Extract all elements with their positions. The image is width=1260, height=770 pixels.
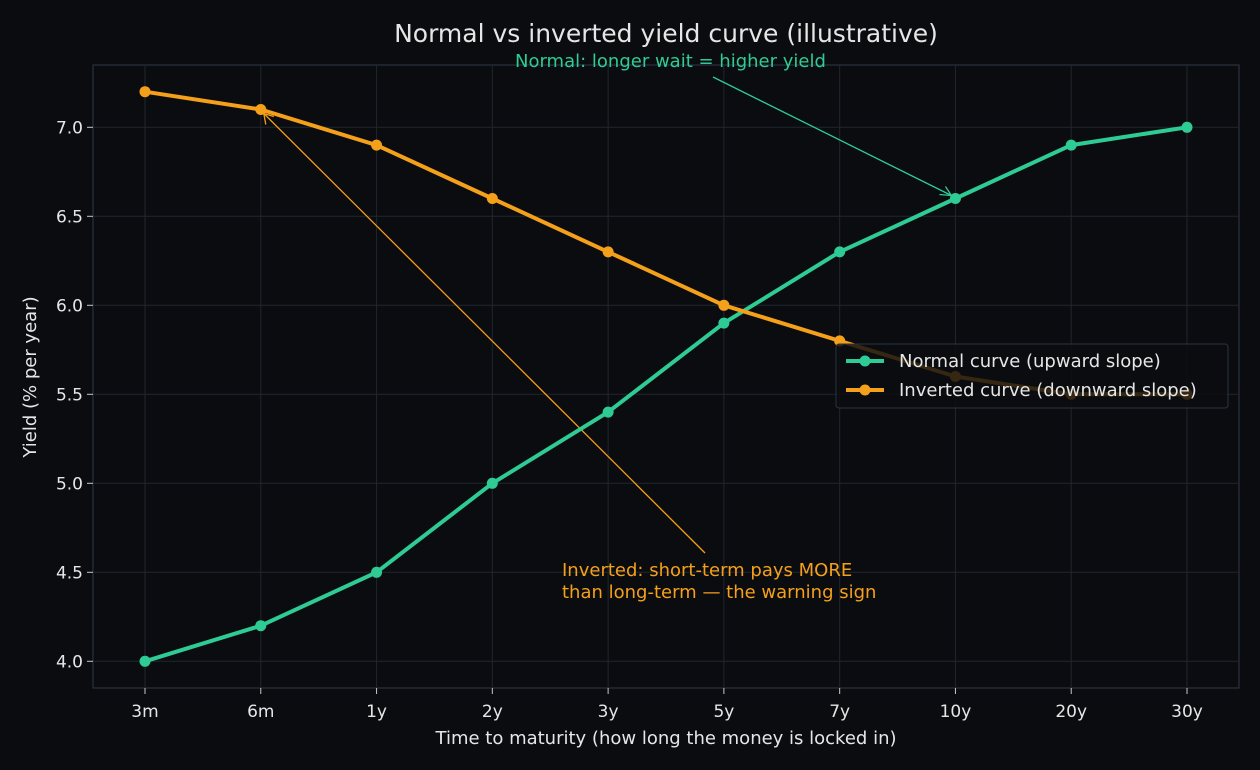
legend-swatch-marker [859,355,871,367]
series-0-point [371,566,383,578]
series-1-point [255,104,267,115]
series-0-point [255,620,267,632]
normal-annotation-arrowhead [939,186,952,197]
normal-annotation-arrow [712,76,952,197]
legend-entry-label: Normal curve (upward slope) [899,351,1161,372]
series-0-point [486,477,498,489]
series-0-point [718,317,730,329]
y-tick-label: 4.0 [56,652,83,672]
x-tick-label: 10y [940,702,972,722]
inverted-annotation-arrow [263,113,706,554]
x-tick-label: 1y [366,702,387,722]
legend-entry-label: Inverted curve (downward slope) [899,380,1197,401]
series-1-point [139,86,151,98]
series-1-point [486,193,498,204]
y-tick-label: 4.5 [56,563,83,583]
inverted-annotation-text: Inverted: short-term pays MORE [562,560,852,581]
series-line-0 [144,125,1188,664]
y-axis-ticks: 4.0 4.5 5.0 5.5 6.0 6.5 7.0 [56,118,93,672]
series-1-point [371,139,383,151]
series-0-point [949,193,961,204]
y-tick-label: 6.5 [56,207,83,227]
normal-annotation-text: Normal: longer wait = higher yield [515,51,826,72]
inverted-annotation-arrowhead [263,112,274,125]
series-0-point [139,655,151,667]
series-0-point [602,406,614,418]
y-tick-label: 7.0 [56,118,83,138]
x-tick-label: 3m [131,702,158,722]
y-axis-label: Yield (% per year) [20,296,41,458]
series-0-point [834,246,846,258]
chart-title: Normal vs inverted yield curve (illustra… [394,19,938,48]
annotations: Normal: longer wait = higher yield Invert… [263,51,952,603]
x-tick-label: 3y [598,702,619,722]
x-axis-label: Time to maturity (how long the money is … [435,728,897,749]
x-tick-label: 20y [1055,702,1087,722]
x-tick-label: 7y [829,702,850,722]
y-tick-label: 5.5 [56,385,83,405]
x-tick-label: 5y [713,702,734,722]
x-axis-ticks: 3m 6m 1y 2y 3y 5y 7y 10y 20y 30y [131,688,1203,722]
series-0-point [1181,121,1193,133]
series-1-point [718,299,730,311]
legend: Normal curve (upward slope) Inverted curv… [835,343,1229,409]
legend-box [835,343,1229,409]
x-tick-label: 2y [482,702,503,722]
series-0-point [1065,139,1077,151]
series-1-point [602,246,614,258]
y-tick-label: 5.0 [56,474,83,494]
x-tick-label: 6m [247,702,274,722]
legend-swatch-marker [859,384,871,396]
x-tick-label: 30y [1171,702,1203,722]
inverted-annotation-text: than long-term — the warning sign [562,582,876,603]
y-tick-label: 6.0 [56,296,83,316]
